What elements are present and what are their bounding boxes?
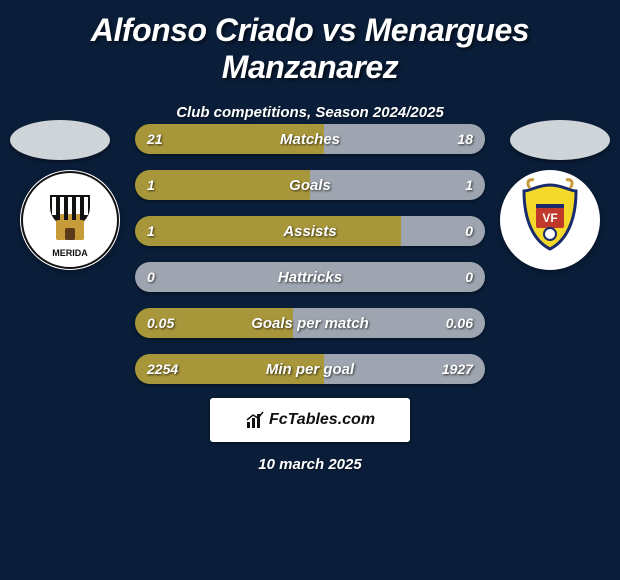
- merida-crest-icon: MERIDA: [20, 170, 120, 270]
- stat-label: Hattricks: [135, 262, 485, 292]
- club-crest-left: MERIDA: [20, 170, 120, 270]
- stat-row: Matches21 18: [135, 124, 485, 154]
- stat-row: Goals1 1: [135, 170, 485, 200]
- footer-brand-badge: FcTables.com: [210, 398, 410, 442]
- stat-value-left: 21: [147, 124, 163, 154]
- stat-value-left: 0: [147, 262, 155, 292]
- stat-value-left: 0.05: [147, 308, 174, 338]
- stat-label: Goals: [135, 170, 485, 200]
- club-crest-right: VF: [500, 170, 600, 270]
- player-photo-right: [510, 120, 610, 160]
- stat-label: Matches: [135, 124, 485, 154]
- stat-row: Hattricks0 0: [135, 262, 485, 292]
- date-text: 10 march 2025: [0, 456, 620, 473]
- subtitle: Club competitions, Season 2024/2025: [0, 104, 620, 121]
- stat-value-right: 1927: [442, 354, 473, 384]
- stat-value-right: 18: [457, 124, 473, 154]
- player-photo-left: [10, 120, 110, 160]
- svg-text:VF: VF: [542, 211, 557, 225]
- stat-value-left: 1: [147, 216, 155, 246]
- page-title: Alfonso Criado vs Menargues Manzanarez: [0, 0, 620, 86]
- stat-value-right: 0: [465, 262, 473, 292]
- stat-row: Min per goal2254 1927: [135, 354, 485, 384]
- stat-label: Goals per match: [135, 308, 485, 338]
- stat-value-left: 1: [147, 170, 155, 200]
- svg-text:MERIDA: MERIDA: [52, 248, 88, 258]
- stats-bars: Matches2118Goals11Assists10Hattricks00Go…: [135, 124, 485, 400]
- stat-value-right: 0.06: [446, 308, 473, 338]
- stat-row: Goals per match0.05 0.06: [135, 308, 485, 338]
- stat-value-left: 2254: [147, 354, 178, 384]
- chart-icon: [245, 410, 265, 430]
- villarreal-crest-icon: VF: [500, 170, 600, 270]
- stat-value-right: 1: [465, 170, 473, 200]
- stat-label: Assists: [135, 216, 485, 246]
- stat-label: Min per goal: [135, 354, 485, 384]
- footer-brand-text: FcTables.com: [269, 411, 375, 429]
- stat-value-right: 0: [465, 216, 473, 246]
- stat-row: Assists1 0: [135, 216, 485, 246]
